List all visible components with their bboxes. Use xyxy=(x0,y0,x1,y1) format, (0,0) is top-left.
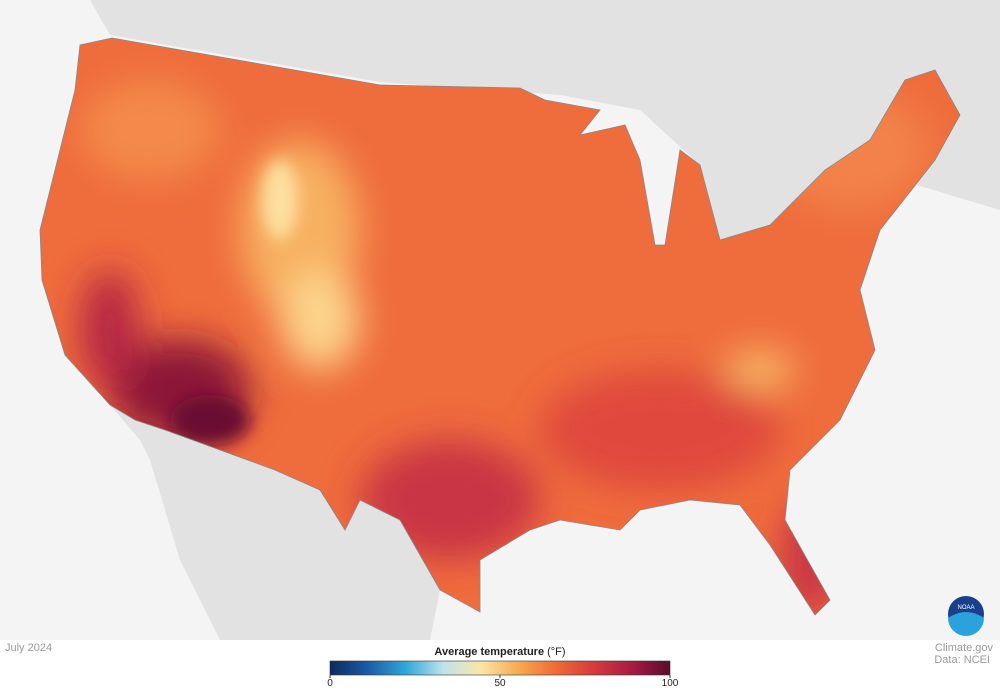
color-bar-tick-label: 100 xyxy=(662,678,679,689)
canada xyxy=(60,0,1000,240)
logo-text: NOAA xyxy=(957,605,974,611)
legend-title: Average temperature (°F) xyxy=(434,646,565,658)
legend-title-text: Average temperature xyxy=(434,646,544,658)
credit-site: Climate.gov xyxy=(935,642,994,654)
date-label: July 2024 xyxy=(5,642,52,654)
noaa-logo: NOAA xyxy=(948,596,984,636)
color-bar xyxy=(329,660,671,676)
color-bar-tick-label: 0 xyxy=(327,678,333,689)
mexico xyxy=(110,405,440,640)
credit-data: Data: NCEI xyxy=(934,654,990,666)
legend-unit: (°F) xyxy=(547,646,565,658)
color-bar-tick-label: 50 xyxy=(494,678,506,689)
